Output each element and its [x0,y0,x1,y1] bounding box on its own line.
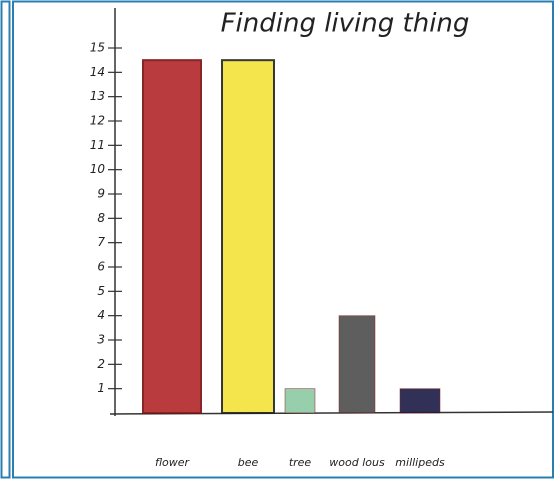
bar [142,59,202,415]
y-tick-label: 6 [97,260,105,274]
y-tick-label: 5 [97,284,105,298]
bar [399,388,441,414]
x-tick-label: millipeds [395,456,445,469]
bar [221,59,275,415]
x-tick-label: flower [155,456,191,469]
y-tick-label: 4 [97,308,105,322]
y-tick-label: 3 [97,333,105,347]
y-tick-label: 12 [90,114,105,128]
y-tick-label: 11 [90,138,105,152]
y-tick-label: 2 [97,357,105,371]
y-tick-label: 13 [90,89,105,103]
y-tick-label: 8 [97,211,105,225]
bar [284,388,316,414]
x-tick-label: tree [289,456,312,469]
x-tick-label: wood lous [329,456,385,469]
frame [12,0,554,479]
chart-title: Finding living thing [221,9,470,39]
y-tick-label: 1 [97,381,105,395]
bar [338,315,376,414]
y-tick-label: 9 [97,187,105,201]
y-tick-label: 7 [97,235,105,249]
left-frame [0,0,11,479]
y-tick-label: 15 [90,41,105,55]
y-tick-label: 14 [90,65,105,79]
x-tick-label: bee [238,456,259,469]
y-tick-label: 10 [90,162,106,176]
